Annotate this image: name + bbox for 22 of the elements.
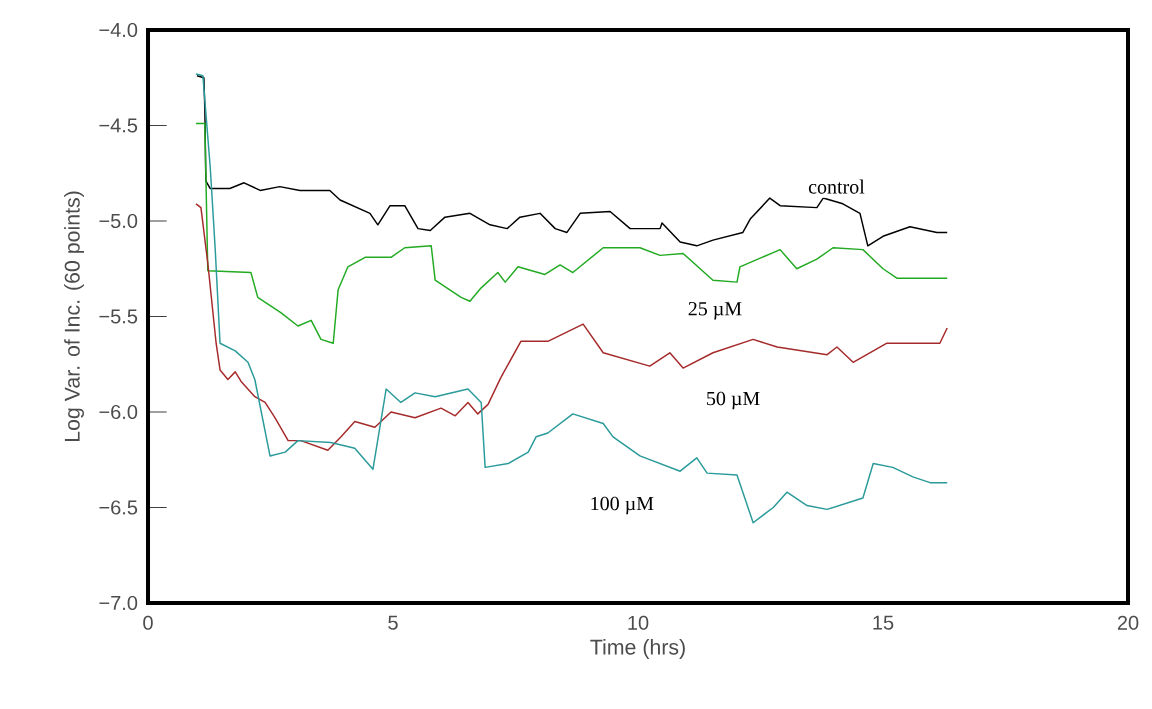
y-tick-label: −4.0 — [99, 22, 138, 38]
y-tick-label: −7.0 — [99, 595, 138, 611]
line-series — [195, 203, 948, 451]
series-label: control — [808, 179, 865, 194]
x-tick-label: 15 — [873, 615, 894, 630]
y-tick-label: −5.5 — [99, 309, 138, 324]
x-tick-label: 10 — [628, 615, 649, 630]
y-tick-label: −4.5 — [99, 118, 138, 133]
y-tick-label: −5.0 — [99, 213, 138, 229]
x-tick-label: 20 — [1117, 615, 1139, 630]
series-label: 50 µM — [707, 391, 760, 410]
series-label: 100 µM — [591, 496, 654, 515]
x-tick-label: 0 — [143, 615, 153, 630]
series-label: 25 µM — [688, 302, 742, 320]
y-tick-label: −6.5 — [99, 500, 138, 515]
y-axis-title: Log Var. of Inc. (60 points) — [64, 191, 84, 442]
line-series — [195, 122, 948, 344]
x-tick-label: 5 — [388, 615, 398, 630]
line-series — [196, 75, 948, 247]
line-series — [195, 73, 948, 524]
y-tick-label: −6.0 — [99, 404, 138, 420]
x-axis-title: Time (hrs) — [590, 639, 685, 659]
